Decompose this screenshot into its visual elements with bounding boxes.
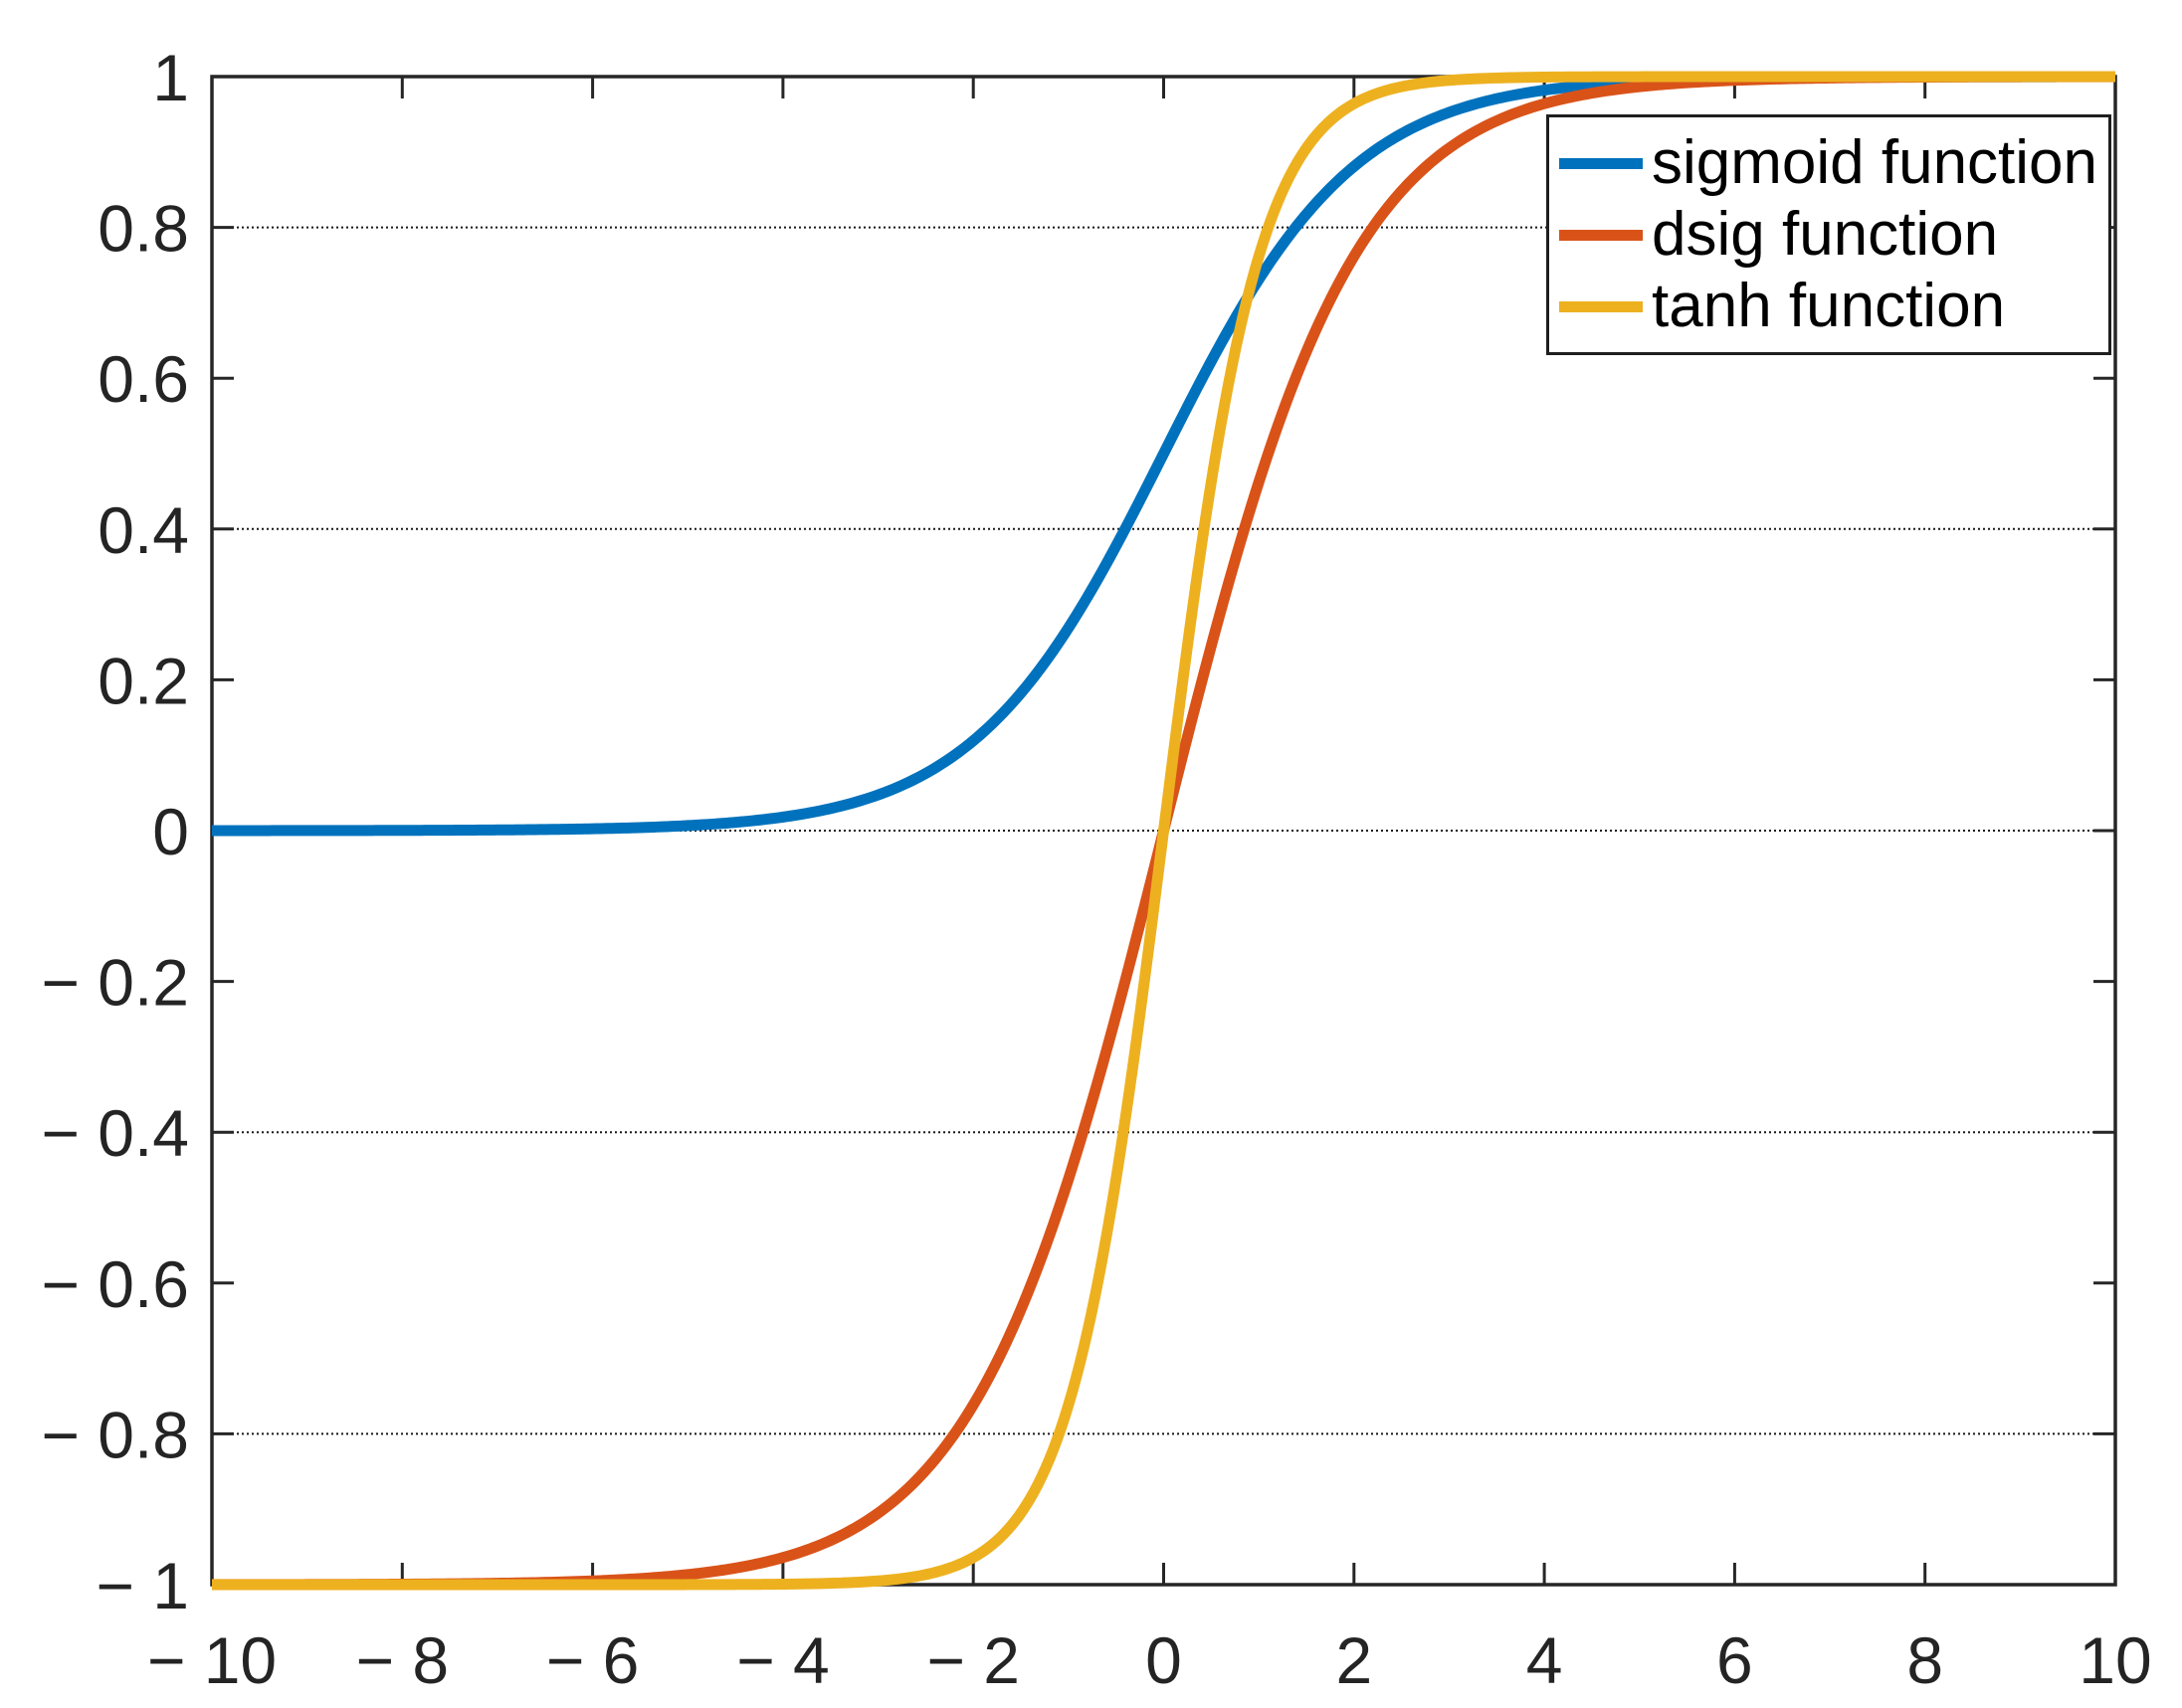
x-tick-label: 6 (1716, 1623, 1753, 1697)
x-tick-label: 4 (1526, 1623, 1563, 1697)
legend-entry-dsig: dsig function (1559, 204, 2108, 266)
x-tick-label: − 2 (926, 1623, 1020, 1697)
legend-label-sigmoid: sigmoid function (1652, 128, 2098, 197)
x-tick-label: 2 (1335, 1623, 1372, 1697)
y-tick-label: − 0.6 (41, 1247, 189, 1321)
x-tick-label: 10 (2079, 1623, 2151, 1697)
legend-label-dsig: dsig function (1652, 200, 1999, 269)
x-tick-label: 0 (1145, 1623, 1182, 1697)
y-tick-label: 1 (152, 41, 189, 114)
y-tick-label: 0.2 (98, 644, 189, 717)
x-tick-label: − 8 (356, 1623, 450, 1697)
legend-entry-sigmoid: sigmoid function (1559, 132, 2108, 194)
curve-tanh (210, 71, 2117, 1591)
y-tick-label: 0.4 (98, 493, 189, 567)
legend-entry-tanh: tanh function (1559, 276, 2108, 337)
legend-swatch-sigmoid (1559, 157, 1643, 169)
legend-label-tanh: tanh function (1652, 272, 2006, 340)
y-tick-label: − 0.8 (41, 1398, 189, 1471)
legend: sigmoid function dsig function tanh func… (1546, 114, 2111, 355)
x-tick-label: − 10 (147, 1623, 277, 1697)
y-tick-label: − 0.2 (41, 946, 189, 1020)
y-tick-label: 0 (152, 795, 189, 868)
y-tick-label: 0.8 (98, 192, 189, 266)
x-tick-label: − 6 (546, 1623, 640, 1697)
legend-swatch-dsig (1559, 229, 1643, 241)
x-tick-label: − 4 (736, 1623, 830, 1697)
tick-labels: − 10− 8− 6− 4− 2 0 2 4 6 8 10− 1− 0.8− 0.6− 0.… (41, 41, 2151, 1697)
y-tick-label: − 1 (96, 1549, 189, 1622)
x-tick-label: 8 (1906, 1623, 1943, 1697)
legend-swatch-tanh (1559, 300, 1643, 312)
y-tick-label: − 0.4 (41, 1096, 189, 1170)
y-tick-label: 0.6 (98, 342, 189, 416)
curves (210, 71, 2117, 1591)
